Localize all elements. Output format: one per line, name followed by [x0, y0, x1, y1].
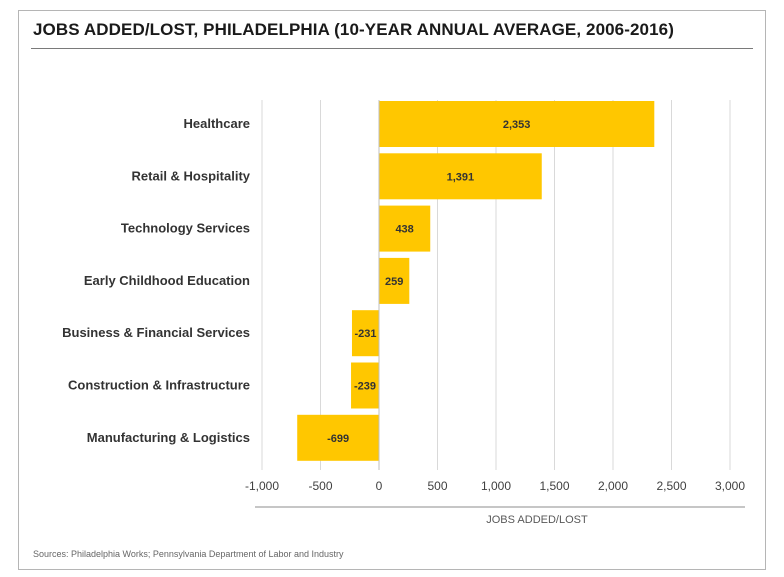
bar — [379, 257, 410, 304]
x-tick-label: -1,000 — [245, 479, 279, 493]
bar — [351, 310, 379, 357]
data-label: 259 — [385, 276, 403, 288]
data-label: -239 — [354, 381, 376, 393]
data-label: 1,391 — [447, 171, 475, 183]
bar — [351, 362, 379, 409]
data-label: -699 — [327, 433, 349, 445]
data-label: 2,353 — [503, 119, 531, 131]
chart-title: JOBS ADDED/LOST, PHILADELPHIA (10-YEAR A… — [33, 20, 674, 39]
bar — [297, 414, 379, 461]
category-label: Construction & Infrastructure — [68, 378, 250, 393]
x-tick-label: 500 — [427, 479, 447, 493]
category-label: Retail & Hospitality — [132, 168, 251, 183]
bar — [379, 101, 655, 147]
data-label: 438 — [395, 224, 413, 236]
bar — [379, 205, 431, 252]
data-label: -231 — [354, 328, 376, 340]
category-label: Technology Services — [121, 221, 250, 236]
x-axis-title: JOBS ADDED/LOST — [486, 514, 588, 526]
category-label: Manufacturing & Logistics — [87, 430, 250, 445]
title-divider — [31, 48, 753, 49]
x-tick-label: 3,000 — [715, 479, 745, 493]
category-label: Early Childhood Education — [84, 273, 250, 288]
x-tick-label: -500 — [308, 479, 332, 493]
x-tick-label: 2,000 — [598, 479, 628, 493]
category-label: Healthcare — [184, 116, 250, 131]
bar — [379, 153, 542, 200]
category-label: Business & Financial Services — [62, 325, 250, 340]
x-tick-label: 1,500 — [539, 479, 569, 493]
x-tick-label: 2,500 — [656, 479, 686, 493]
x-tick-label: 0 — [376, 479, 383, 493]
x-tick-label: 1,000 — [481, 479, 511, 493]
source-note: Sources: Philadelphia Works; Pennsylvani… — [33, 549, 344, 559]
